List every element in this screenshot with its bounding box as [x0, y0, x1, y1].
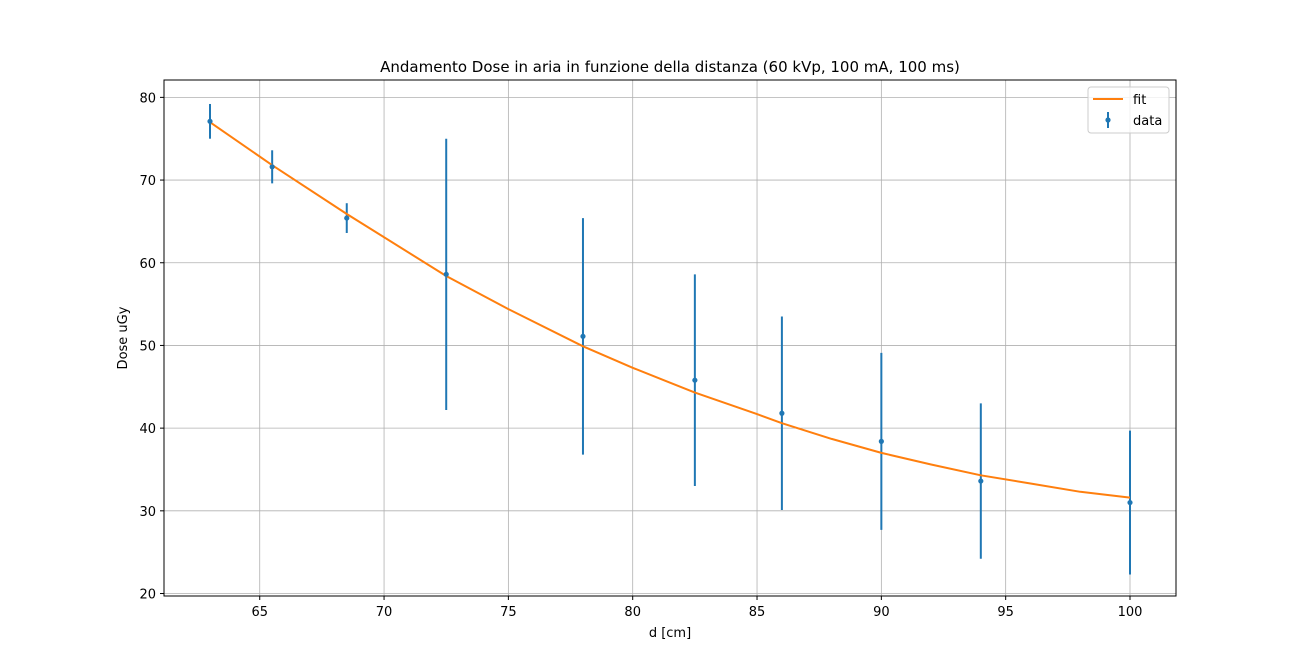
y-tick-label: 20	[139, 588, 156, 603]
y-tick-label: 40	[139, 422, 156, 437]
x-tick-label: 80	[624, 605, 641, 620]
data-point	[207, 118, 213, 124]
x-tick-label: 95	[997, 605, 1014, 620]
x-axis-label: d [cm]	[649, 626, 691, 641]
x-tick-label: 70	[376, 605, 393, 620]
y-tick-label: 60	[139, 257, 156, 272]
x-tick-label: 65	[251, 605, 268, 620]
data-point	[269, 164, 275, 170]
legend-fit-label: fit	[1133, 93, 1146, 108]
grid	[164, 80, 1176, 596]
x-tick-label: 75	[500, 605, 517, 620]
legend-data-label: data	[1133, 114, 1162, 129]
data-point	[580, 333, 586, 339]
legend-data-marker	[1105, 117, 1111, 123]
x-tick-label: 100	[1118, 605, 1143, 620]
data-point	[443, 271, 449, 277]
y-tick-label: 50	[139, 339, 156, 354]
chart-title: Andamento Dose in aria in funzione della…	[380, 58, 960, 76]
data-point	[344, 215, 350, 221]
fit-line	[209, 121, 1131, 499]
legend: fit data	[1087, 86, 1170, 134]
data-point	[878, 438, 884, 444]
y-tick-label: 80	[139, 91, 156, 106]
data-point	[978, 478, 984, 484]
data-point	[692, 377, 698, 383]
ticks: 65 70 75 80 85 90 95 100 20 30 40 50 60 70 80	[139, 91, 1142, 620]
y-axis-label: Dose uGy	[116, 306, 131, 369]
data-point	[1127, 499, 1133, 506]
y-tick-label: 30	[139, 505, 156, 520]
x-tick-label: 90	[873, 605, 890, 620]
data-point	[779, 410, 785, 416]
x-tick-label: 85	[749, 605, 766, 620]
plot-frame	[163, 79, 1177, 597]
y-tick-label: 70	[139, 174, 156, 189]
series-layer	[207, 103, 1133, 575]
legend-data-swatch	[1105, 112, 1111, 128]
